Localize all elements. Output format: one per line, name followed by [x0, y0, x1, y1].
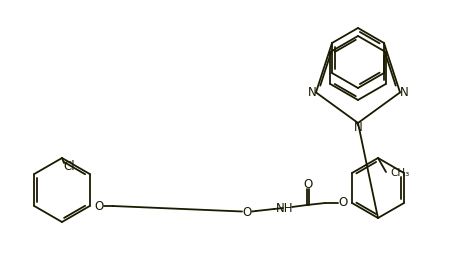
Text: O: O: [94, 199, 103, 212]
Text: N: N: [307, 86, 316, 99]
Text: O: O: [242, 205, 251, 219]
Text: O: O: [338, 196, 347, 210]
Text: N: N: [399, 86, 408, 99]
Text: NH: NH: [276, 203, 293, 216]
Text: CH₃: CH₃: [389, 168, 408, 178]
Text: Cl: Cl: [63, 160, 75, 172]
Text: O: O: [303, 177, 312, 190]
Text: N: N: [353, 122, 362, 134]
